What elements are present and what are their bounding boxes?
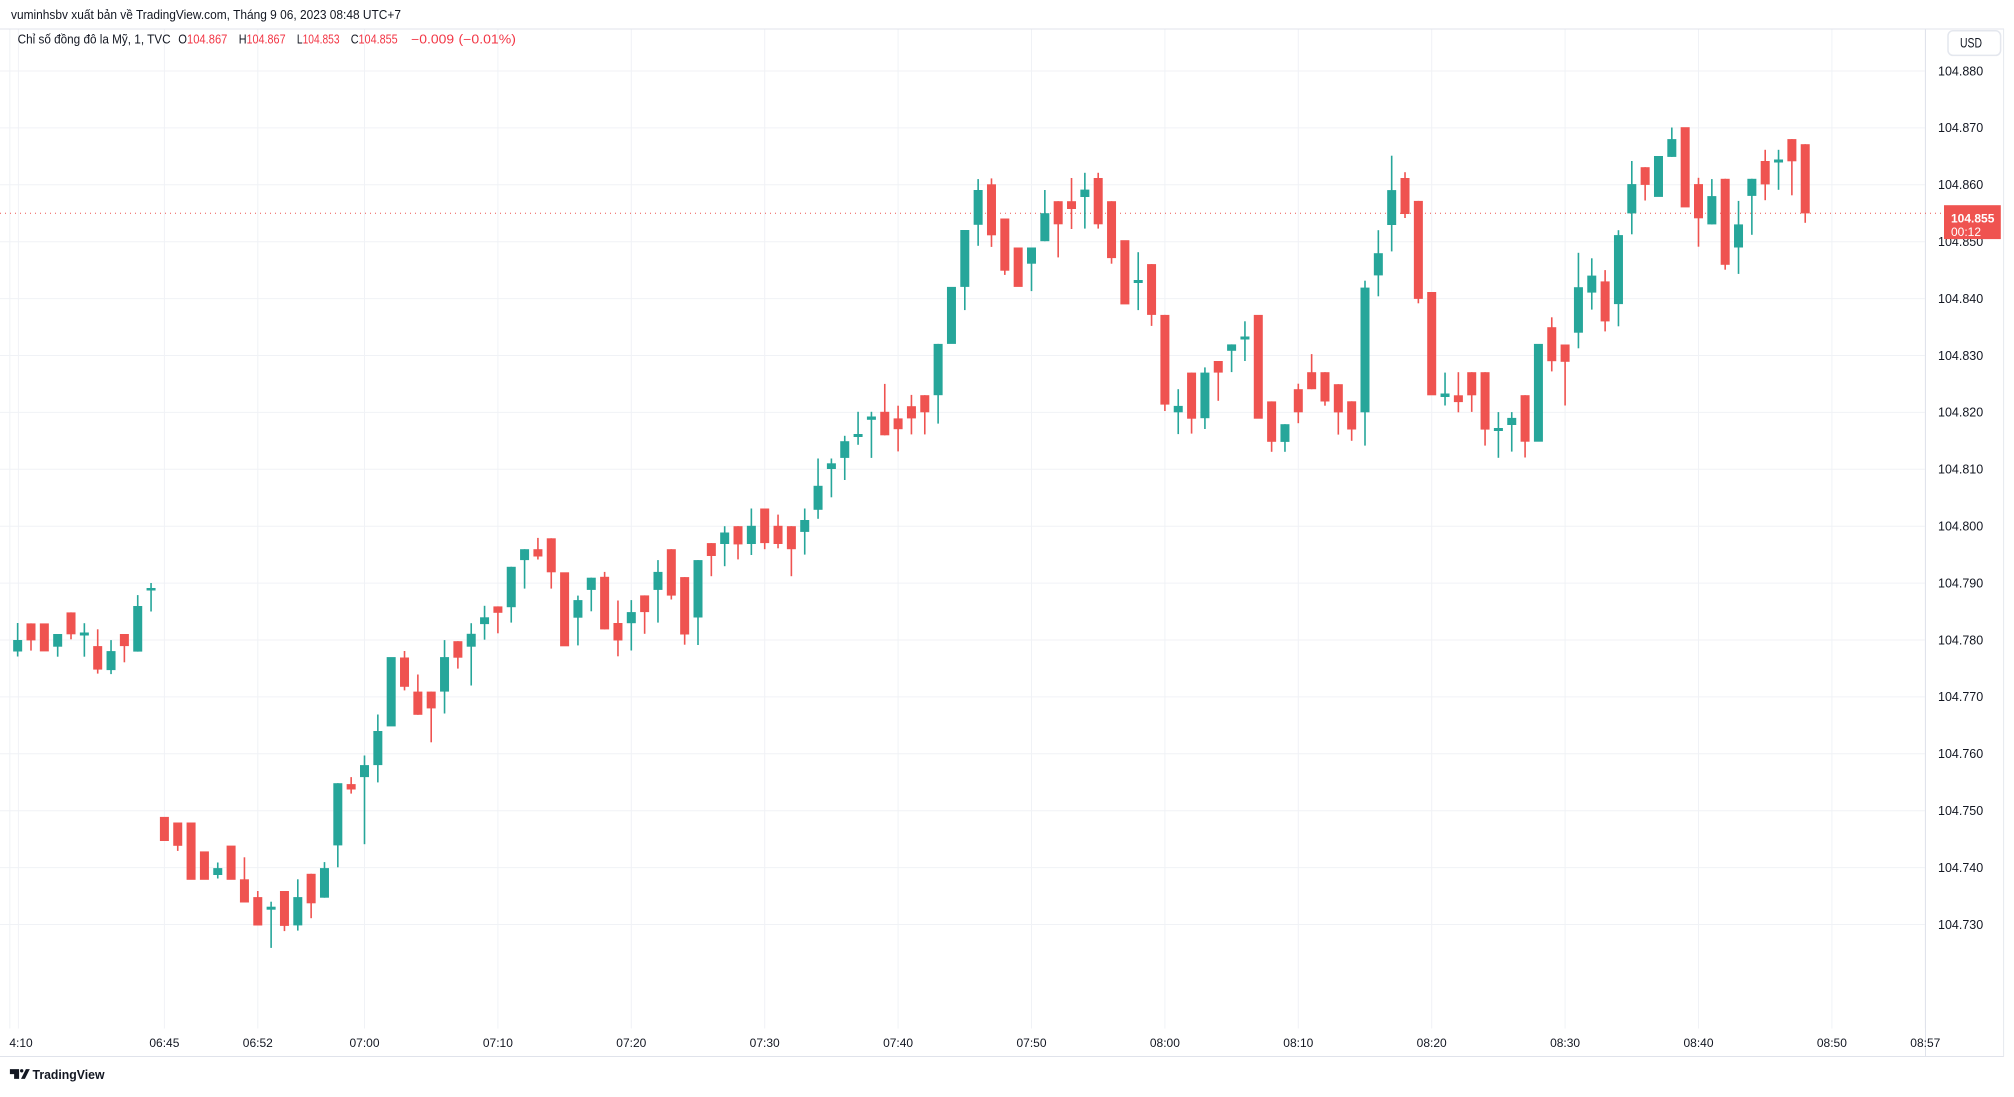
svg-text:104.820: 104.820 [1938,406,1983,420]
svg-text:07:00: 07:00 [349,1036,379,1050]
svg-text:104.780: 104.780 [1938,633,1983,647]
svg-text:104.810: 104.810 [1938,463,1983,477]
svg-text:4:10: 4:10 [9,1036,33,1050]
svg-text:06:52: 06:52 [243,1036,273,1050]
svg-text:−0.009: −0.009 [411,33,454,47]
svg-text:104.855: 104.855 [1951,211,1995,225]
svg-text:104.870: 104.870 [1938,121,1983,135]
svg-text:07:30: 07:30 [750,1036,780,1050]
svg-text:104.860: 104.860 [1938,178,1983,192]
svg-text:08:10: 08:10 [1283,1036,1313,1050]
svg-text:USD: USD [1960,36,1982,51]
svg-text:104.740: 104.740 [1938,861,1983,875]
svg-text:104.760: 104.760 [1938,747,1983,761]
svg-text:L104.853: L104.853 [297,33,340,47]
svg-text:07:40: 07:40 [883,1036,913,1050]
svg-text:08:40: 08:40 [1683,1036,1713,1050]
svg-text:(−0.01%): (−0.01%) [459,33,516,47]
svg-text:O104.867: O104.867 [178,33,227,47]
svg-text:104.750: 104.750 [1938,804,1983,818]
svg-text:H104.867: H104.867 [239,33,286,47]
svg-text:104.840: 104.840 [1938,292,1983,306]
svg-text:08:20: 08:20 [1417,1036,1447,1050]
svg-text:07:20: 07:20 [616,1036,646,1050]
svg-text:104.880: 104.880 [1938,64,1983,78]
svg-text:104.800: 104.800 [1938,520,1983,534]
svg-text:07:50: 07:50 [1016,1036,1046,1050]
svg-text:06:45: 06:45 [149,1036,179,1050]
svg-text:104.770: 104.770 [1938,690,1983,704]
svg-text:08:50: 08:50 [1817,1036,1847,1050]
svg-text:07:10: 07:10 [483,1036,513,1050]
svg-text:104.790: 104.790 [1938,576,1983,590]
svg-text:TradingView: TradingView [33,1067,106,1082]
svg-text:Chỉ số đồng đô la Mỹ, 1, TVC: Chỉ số đồng đô la Mỹ, 1, TVC [18,33,171,47]
svg-text:08:30: 08:30 [1550,1036,1580,1050]
svg-text:C104.855: C104.855 [351,33,398,47]
svg-text:00:12: 00:12 [1951,225,1981,239]
svg-text:104.830: 104.830 [1938,349,1983,363]
svg-text:08:57: 08:57 [1910,1036,1940,1050]
svg-text:08:00: 08:00 [1150,1036,1180,1050]
svg-text:vuminhsbv xuất bản về TradingV: vuminhsbv xuất bản về TradingView.com, T… [11,8,401,22]
svg-text:104.730: 104.730 [1938,918,1983,932]
